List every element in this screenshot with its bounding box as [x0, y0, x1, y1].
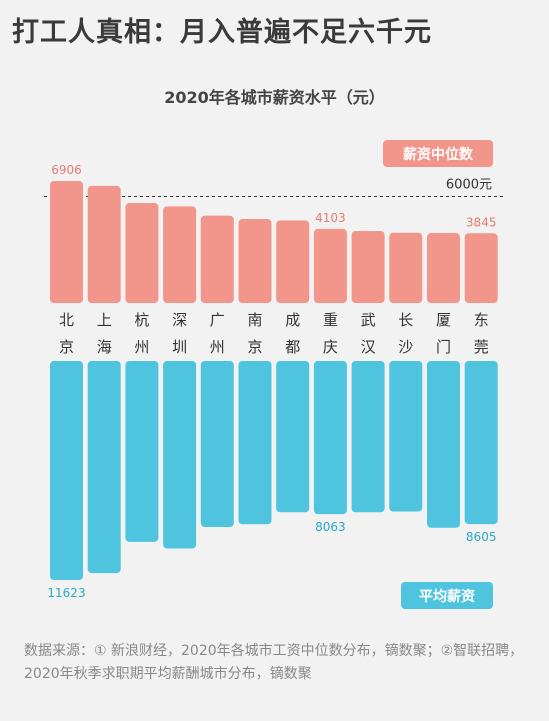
- legend-average-label: 平均薪资: [419, 588, 475, 605]
- category-label: 都: [285, 338, 300, 356]
- average-data-label: 11623: [47, 586, 85, 600]
- average-bar: [125, 361, 159, 542]
- category-label: 圳: [172, 338, 187, 356]
- median-bar: [389, 232, 423, 303]
- median-bar: [50, 181, 83, 303]
- category-label: 成: [285, 311, 300, 329]
- chart-title: 2020年各城市薪资水平（元）: [164, 88, 385, 107]
- median-data-label: 3845: [466, 215, 497, 229]
- category-label: 长: [398, 311, 413, 329]
- headline: 打工人真相：月入普遍不足六千元: [12, 17, 432, 48]
- average-bar: [238, 361, 272, 525]
- average-bar: [87, 361, 121, 574]
- median-data-label: 6906: [51, 163, 82, 177]
- median-bar: [125, 202, 159, 303]
- category-label: 厦: [436, 311, 451, 329]
- average-bar: [50, 361, 83, 580]
- average-bar: [313, 361, 347, 515]
- median-bar: [351, 230, 385, 303]
- legend-median-swatch: [383, 140, 493, 167]
- category-label: 北: [59, 311, 74, 329]
- category-label: 海: [97, 338, 112, 356]
- category-label: 上: [97, 311, 112, 329]
- category-label: 广: [210, 311, 225, 329]
- source-note: 数据来源：① 新浪财经，2020年各城市工资中位数分布，镝数聚；②智联招聘，20…: [24, 643, 524, 682]
- category-label: 杭: [134, 311, 149, 329]
- average-bar: [389, 361, 423, 512]
- category-label: 武: [361, 311, 376, 329]
- category-label: 沙: [398, 338, 413, 356]
- median-bar: [238, 219, 272, 303]
- median-bar: [87, 185, 121, 303]
- category-label: 汉: [361, 338, 376, 356]
- category-label: 州: [210, 338, 225, 356]
- average-bar: [427, 361, 460, 528]
- category-label: 南: [247, 311, 262, 329]
- legend-median-label: 薪资中位数: [403, 146, 474, 163]
- category-label: 京: [247, 338, 262, 356]
- median-bar: [163, 206, 197, 303]
- median-bar: [313, 228, 347, 303]
- median-bar: [427, 233, 460, 303]
- legend-average-swatch: [401, 582, 493, 609]
- reference-line-label: 6000元: [446, 177, 492, 192]
- average-bar: [276, 361, 310, 513]
- average-data-label: 8063: [315, 520, 346, 534]
- average-data-label: 8605: [466, 530, 497, 544]
- category-label: 州: [134, 338, 149, 356]
- median-bar: [464, 233, 498, 303]
- category-label: 莞: [474, 338, 489, 356]
- category-label: 庆: [323, 338, 338, 356]
- median-bar: [276, 220, 310, 303]
- average-bar: [200, 361, 234, 528]
- category-label: 京: [59, 338, 74, 356]
- average-bar: [163, 361, 197, 549]
- median-bar: [200, 215, 234, 303]
- average-bar: [351, 361, 385, 513]
- category-label: 重: [323, 311, 338, 329]
- category-label: 门: [436, 338, 451, 356]
- category-label: 东: [474, 311, 489, 329]
- salary-chart: 6000元690611623北京上海杭州深圳广州南京成都41038063重庆武汉…: [44, 140, 506, 609]
- category-label: 深: [172, 311, 187, 329]
- median-data-label: 4103: [315, 211, 346, 225]
- average-bar: [464, 361, 498, 525]
